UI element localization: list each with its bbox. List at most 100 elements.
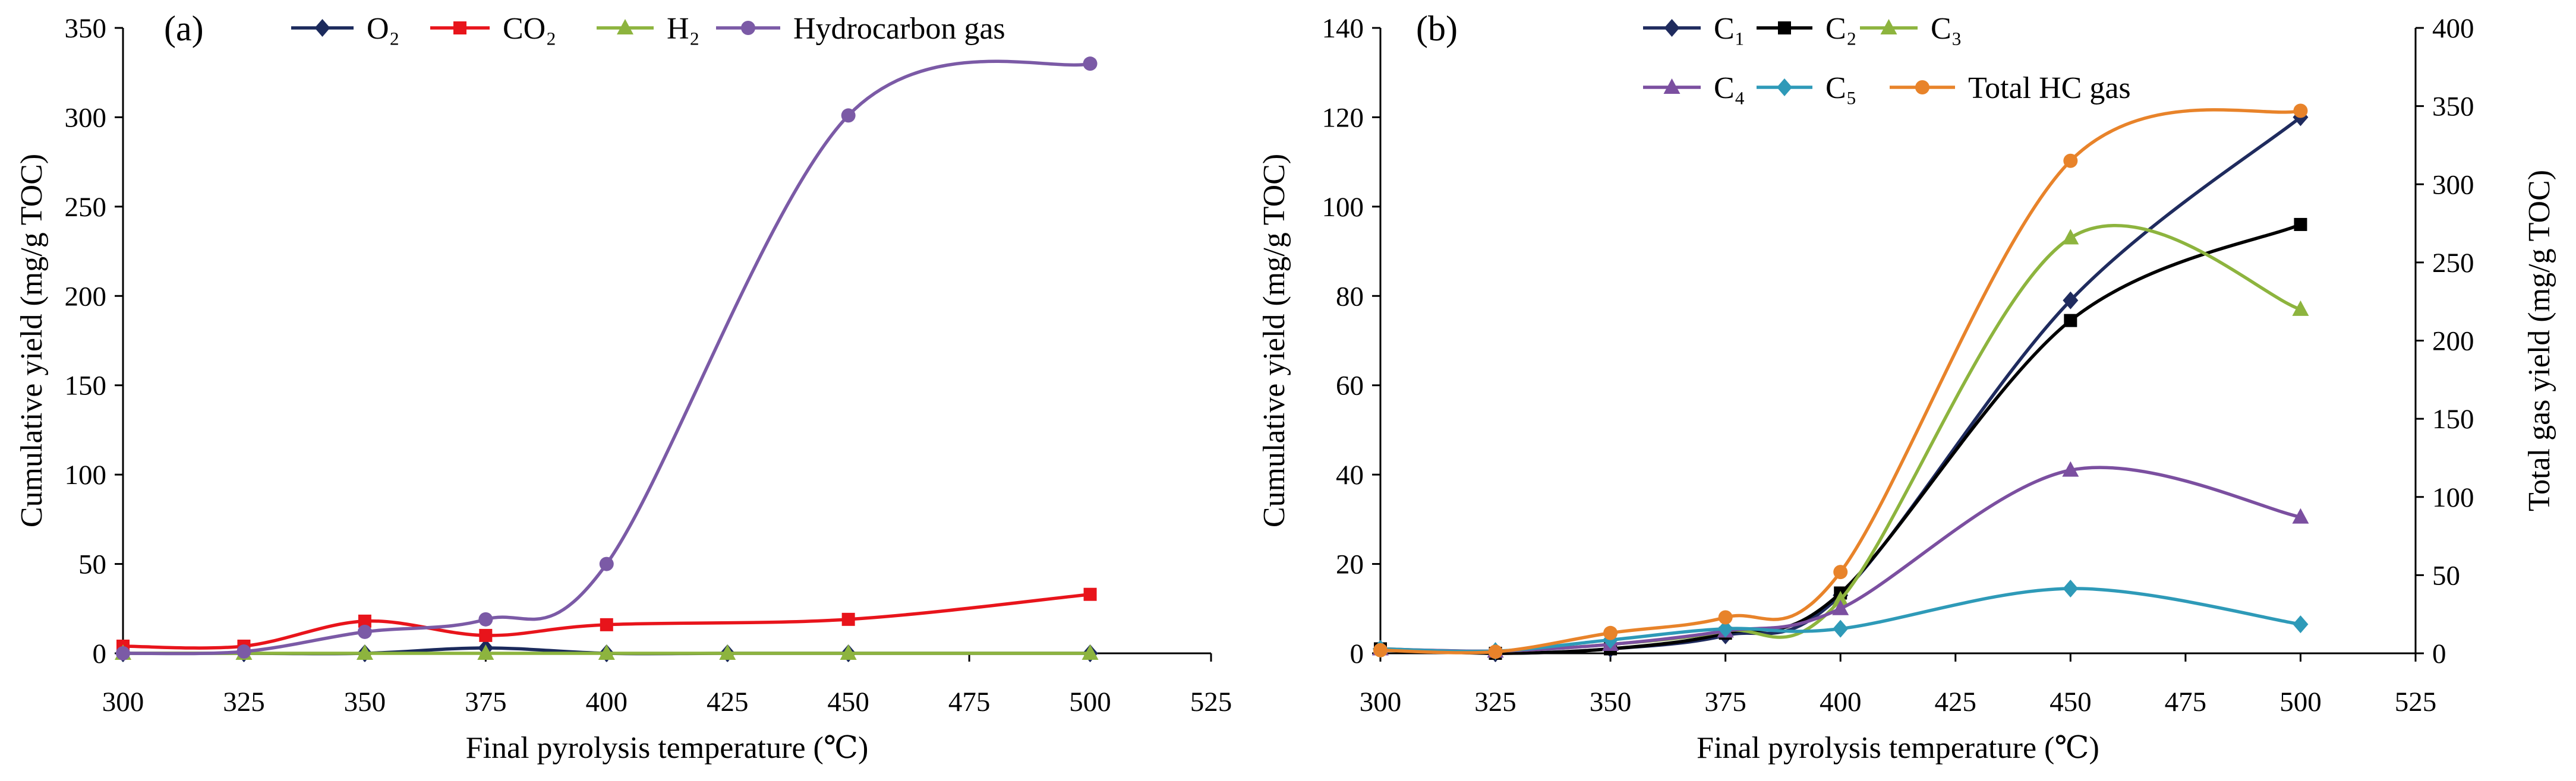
- panel-a-h2-point-425: [719, 644, 736, 660]
- panel-b-c2-point-450: [2064, 314, 2077, 327]
- panel-a-x-tick-label-475: 475: [948, 687, 991, 717]
- legend-a-item-h2: H₂: [597, 12, 700, 46]
- legend-a-item-co2: CO₂: [430, 12, 556, 46]
- legend-b-c1-label: C₁: [1714, 12, 1745, 46]
- legend-a-o2-swatch-marker: [314, 19, 330, 37]
- panel-b-y-axis-title: Cumulative yield (mg/g TOC): [1257, 154, 1291, 527]
- panel-b-y-right-axis-title: Total gas yield (mg/g TOC): [2523, 170, 2556, 511]
- panel-a-x-tick-label-325: 325: [223, 687, 265, 717]
- panel-b-x-tick-label-500: 500: [2279, 687, 2322, 717]
- panel-a-co2-point-400: [600, 618, 613, 631]
- legend-b-item-c5: C₅: [1757, 71, 1857, 105]
- legend-b-c4-swatch-marker: [1663, 78, 1680, 94]
- legend-a-hydrocarbon-gas-swatch-marker: [741, 21, 755, 35]
- legend-a-co2-label: CO₂: [503, 12, 556, 46]
- panel-b-total-hc-gas-point-300: [1373, 643, 1388, 657]
- panel-a: 300 325 350 375 400 425 450 475 500 525 0 50 100 150 2…: [15, 9, 1232, 765]
- panel-b-c1-point-450: [2063, 291, 2079, 309]
- legend-a-item-hydrocarbon-gas: Hydrocarbon gas: [716, 12, 1005, 46]
- panel-b-x-tick-label-450: 450: [2050, 687, 2092, 717]
- panel-a-hydrocarbon-gas-point-350: [357, 624, 372, 639]
- legend-b-c3-swatch-marker: [1880, 19, 1897, 34]
- panel-a-x-axis-title: Final pyrolysis temperature (℃): [466, 731, 869, 765]
- panel-a-y-tick-label-300: 300: [65, 102, 107, 133]
- legend-b-total-hc-gas-swatch-marker: [1915, 80, 1929, 94]
- panel-b-y-right-tick-label-300: 300: [2432, 169, 2474, 200]
- panel-a-y-tick-label-150: 150: [65, 371, 107, 401]
- panel-a-co2-point-450: [841, 612, 855, 626]
- panel-b-y-tick-label-60: 60: [1336, 371, 1364, 401]
- panel-b-x-tick-label-300: 300: [1360, 687, 1402, 717]
- legend-b-c2-swatch-marker: [1778, 21, 1791, 34]
- panel-b-y-right-tick-label-50: 50: [2432, 560, 2460, 591]
- panel-a-hydrocarbon-gas-point-325: [237, 644, 251, 659]
- panel-a-x-tick-label-450: 450: [827, 687, 869, 717]
- panel-b-total-hc-gas-point-450: [2063, 153, 2078, 168]
- panel-b-c5-point-400: [1833, 619, 1849, 638]
- panel-a-h2-point-350: [356, 644, 373, 660]
- panel-b-y-tick-label-0: 0: [1350, 638, 1364, 669]
- panel-b-x-tick-label-525: 525: [2395, 687, 2437, 717]
- panel-a-hydrocarbon-gas-point-450: [841, 108, 856, 123]
- panel-b-x-tick-label-375: 375: [1704, 687, 1746, 717]
- panel-a-co2-point-500: [1083, 587, 1097, 601]
- panel-a-h2-point-375: [477, 644, 494, 660]
- panel-b-y-tick-label-120: 120: [1322, 102, 1364, 133]
- panel-a-label: (a): [164, 9, 204, 48]
- panel-b-y-tick-label-40: 40: [1336, 460, 1364, 491]
- panel-b-x-tick-label-475: 475: [2165, 687, 2207, 717]
- panel-b-c4-point-500: [2292, 508, 2309, 524]
- panel-a-y-tick-label-200: 200: [65, 281, 107, 312]
- panel-a-hydrocarbon-gas-line: [121, 59, 1092, 656]
- panel-b-label: (b): [1416, 9, 1458, 48]
- panel-b-c4-point-400: [1832, 599, 1849, 615]
- panel-a-co2-point-350: [358, 614, 371, 628]
- panel-b-total-hc-gas-point-325: [1488, 644, 1503, 659]
- legend-b-c4-label: C₄: [1714, 71, 1745, 105]
- panel-b-x-tick-label-350: 350: [1590, 687, 1632, 717]
- legend-a-h2-label: H₂: [667, 12, 700, 46]
- panel-b-y-tick-label-100: 100: [1322, 192, 1364, 223]
- panel-b-c5-point-500: [2293, 615, 2309, 634]
- panel-b-y-right-tick-label-400: 400: [2432, 13, 2474, 44]
- panel-b-y-right-tick-label-0: 0: [2432, 638, 2446, 669]
- panel-b-y-right-tick-label-100: 100: [2432, 482, 2474, 513]
- legend-b-c5-label: C₅: [1825, 71, 1857, 105]
- panel-b-total-hc-gas-point-500: [2293, 103, 2308, 118]
- panel-b-x-axis-title: Final pyrolysis temperature (℃): [1697, 731, 2099, 765]
- panel-b-y-right-tick-label-250: 250: [2432, 248, 2474, 279]
- legend-a-co2-swatch-marker: [453, 21, 466, 34]
- legend-b-item-c4: C₄: [1643, 71, 1745, 105]
- panel-a-y-tick-label-50: 50: [78, 549, 106, 580]
- panel-b-y-tick-label-20: 20: [1336, 549, 1364, 580]
- panel-a-x-tick-label-425: 425: [707, 687, 749, 717]
- panel-a-hydrocarbon-gas-point-300: [116, 646, 130, 660]
- panel-b-x-tick-label-400: 400: [1820, 687, 1862, 717]
- legend-b-total-hc-gas-label: Total HC gas: [1968, 71, 2131, 105]
- legend-b-item-c3: C₃: [1860, 12, 1962, 46]
- legend-b-item-c2: C₂: [1757, 12, 1857, 46]
- panel-b-legend: C₁ C₂ C₃ C₄ C₅ Total HC gas: [1643, 12, 2131, 105]
- panel-a-x-tick-label-375: 375: [465, 687, 507, 717]
- legend-b-c2-label: C₂: [1825, 12, 1857, 46]
- panel-b-total-hc-gas-line: [1379, 108, 2303, 654]
- panel-a-x-tick-label-350: 350: [344, 687, 386, 717]
- panel-a-h2-point-500: [1082, 644, 1099, 660]
- panel-a-y-tick-label-0: 0: [93, 638, 107, 669]
- panel-a-hydrocarbon-gas-point-400: [599, 556, 614, 571]
- panel-b-y-tick-label-140: 140: [1322, 13, 1364, 44]
- panel-a-co2-line: [121, 592, 1092, 650]
- panel-a-x-tick-label-525: 525: [1190, 687, 1232, 717]
- panel-b-c2-point-500: [2294, 217, 2307, 231]
- panel-b-y-tick-label-80: 80: [1336, 281, 1364, 312]
- legend-a-item-o2: O₂: [291, 12, 400, 46]
- panel-a-hydrocarbon-gas-point-375: [478, 612, 493, 627]
- panel-b-total-hc-gas-point-375: [1718, 610, 1733, 625]
- panel-b-series-total-hc-gas: [1373, 103, 2308, 659]
- legend-a-hydrocarbon-gas-label: Hydrocarbon gas: [793, 12, 1005, 46]
- panel-b-c3-point-400: [1832, 590, 1849, 606]
- legend-a-h2-swatch-marker: [617, 19, 633, 34]
- legend-b-item-c1: C₁: [1643, 12, 1745, 46]
- panel-b-y-right-tick-label-150: 150: [2432, 404, 2474, 435]
